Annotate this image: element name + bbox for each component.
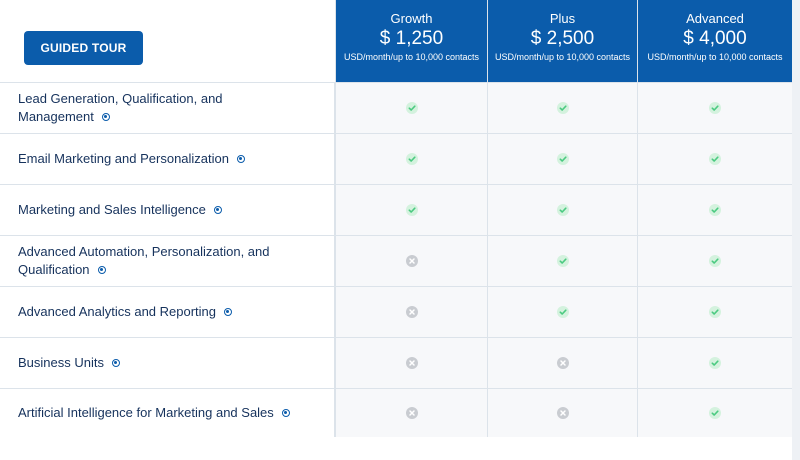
table-row: Advanced Automation, Personalization, an… xyxy=(0,235,800,286)
feature-cell: Lead Generation, Qualification, and Mana… xyxy=(0,83,335,133)
info-icon[interactable] xyxy=(213,205,222,214)
check-icon xyxy=(405,204,418,216)
availability-cell xyxy=(637,338,792,388)
availability-cell xyxy=(637,134,792,184)
availability-cell xyxy=(637,236,792,286)
feature-label: Artificial Intelligence for Marketing an… xyxy=(18,404,290,422)
check-icon xyxy=(709,255,721,267)
availability-cell xyxy=(335,134,487,184)
availability-cell xyxy=(487,338,637,388)
table-row: Business Units xyxy=(0,337,800,388)
availability-cell xyxy=(637,389,792,437)
availability-cell xyxy=(335,389,487,437)
plan-name: Advanced xyxy=(686,11,744,26)
plan-price: $ 1,250 xyxy=(379,28,444,49)
availability-cell xyxy=(487,134,637,184)
plan-header-plus: Plus $ 2,500 USD/month/up to 10,000 cont… xyxy=(487,0,637,82)
availability-cell xyxy=(637,287,792,337)
availability-cell xyxy=(487,83,637,133)
info-icon[interactable] xyxy=(237,154,245,163)
feature-label: Lead Generation, Qualification, and Mana… xyxy=(18,91,223,124)
check-icon xyxy=(556,102,569,114)
check-icon xyxy=(556,204,569,216)
availability-cell xyxy=(487,287,637,337)
check-icon xyxy=(709,102,721,114)
feature-cell: Marketing and Sales Intelligence xyxy=(0,185,335,235)
check-icon xyxy=(556,153,569,165)
feature-label: Advanced Analytics and Reporting xyxy=(18,303,233,321)
table-row: Advanced Analytics and Reporting xyxy=(0,286,800,337)
plan-description: USD/month/up to 10,000 contacts xyxy=(647,52,783,62)
check-icon xyxy=(405,102,418,114)
plan-description: USD/month/up to 10,000 contacts xyxy=(343,52,480,62)
plan-name: Plus xyxy=(549,11,576,26)
scroll-edge xyxy=(792,0,800,460)
check-icon xyxy=(556,255,569,267)
info-icon[interactable] xyxy=(101,112,110,121)
availability-cell xyxy=(487,389,637,437)
availability-cell xyxy=(335,185,487,235)
cross-icon xyxy=(405,357,418,369)
plan-name: Growth xyxy=(390,11,433,26)
feature-cell: Business Units xyxy=(0,338,335,388)
feature-cell: Advanced Automation, Personalization, an… xyxy=(0,236,335,286)
feature-cell: Email Marketing and Personalization xyxy=(0,134,335,184)
info-icon[interactable] xyxy=(281,408,290,417)
table-header: GUIDED TOUR Growth $ 1,250 USD/month/up … xyxy=(0,0,800,82)
cross-icon xyxy=(556,357,569,369)
info-icon[interactable] xyxy=(97,265,106,274)
plan-price: $ 2,500 xyxy=(530,28,595,49)
feature-label: Business Units xyxy=(18,354,120,372)
feature-label: Email Marketing and Personalization xyxy=(18,150,245,168)
plan-header-advanced: Advanced $ 4,000 USD/month/up to 10,000 … xyxy=(637,0,792,82)
check-icon xyxy=(709,204,721,216)
table-row: Email Marketing and Personalization xyxy=(0,133,800,184)
check-icon xyxy=(709,357,721,369)
availability-cell xyxy=(335,338,487,388)
availability-cell xyxy=(335,236,487,286)
info-icon[interactable] xyxy=(111,358,120,367)
cross-icon xyxy=(405,407,418,419)
availability-cell xyxy=(637,83,792,133)
availability-cell xyxy=(637,185,792,235)
table-row: Artificial Intelligence for Marketing an… xyxy=(0,388,800,437)
cross-icon xyxy=(556,407,569,419)
guided-tour-button[interactable]: GUIDED TOUR xyxy=(24,31,143,65)
check-icon xyxy=(709,306,721,318)
plan-description: USD/month/up to 10,000 contacts xyxy=(494,52,631,62)
table-row: Marketing and Sales Intelligence xyxy=(0,184,800,235)
cross-icon xyxy=(405,255,418,267)
feature-cell: Artificial Intelligence for Marketing an… xyxy=(0,389,335,437)
availability-cell xyxy=(335,83,487,133)
cross-icon xyxy=(405,306,418,318)
check-icon xyxy=(709,153,721,165)
info-icon[interactable] xyxy=(224,307,233,316)
feature-label: Advanced Automation, Personalization, an… xyxy=(18,244,270,277)
feature-label: Marketing and Sales Intelligence xyxy=(18,201,222,219)
feature-cell: Advanced Analytics and Reporting xyxy=(0,287,335,337)
availability-cell xyxy=(487,236,637,286)
availability-cell xyxy=(335,287,487,337)
check-icon xyxy=(709,407,721,419)
check-icon xyxy=(556,306,569,318)
table-row: Lead Generation, Qualification, and Mana… xyxy=(0,82,800,133)
plan-header-growth: Growth $ 1,250 USD/month/up to 10,000 co… xyxy=(335,0,487,82)
availability-cell xyxy=(487,185,637,235)
check-icon xyxy=(405,153,418,165)
plan-price: $ 4,000 xyxy=(683,28,747,49)
